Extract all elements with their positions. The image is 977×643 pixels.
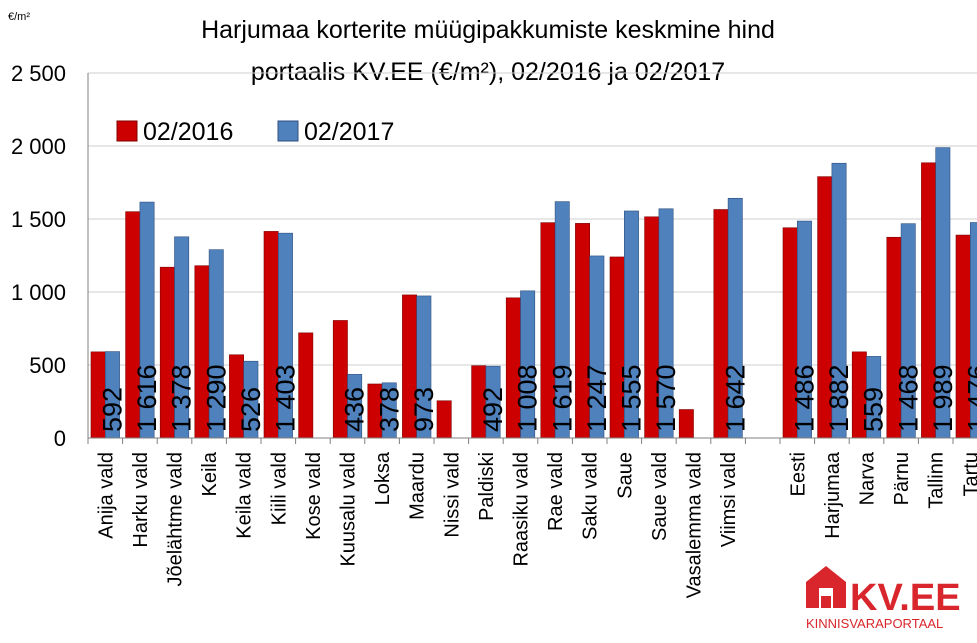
house-icon bbox=[806, 566, 846, 608]
x-label-loksa: Loksa bbox=[372, 451, 394, 505]
data-label-eesti: 1 486 bbox=[789, 364, 819, 432]
data-label-saku-vald: 1 247 bbox=[582, 364, 612, 432]
axes bbox=[87, 73, 977, 444]
data-label-harjumaa: 1 882 bbox=[824, 364, 854, 432]
logo-tagline: KINNISVARAPORTAAL bbox=[806, 616, 943, 631]
legend: 02/2016 02/2017 bbox=[116, 118, 394, 146]
data-label-keila: 1 290 bbox=[201, 364, 231, 432]
x-label-kose-vald: Kose vald bbox=[303, 452, 325, 540]
data-label-tartu: 1 476 bbox=[962, 364, 977, 432]
y-tick-label-1000: 1 000 bbox=[11, 280, 66, 305]
data-label-harku-vald: 1 616 bbox=[132, 364, 162, 432]
x-label-narva: Narva bbox=[857, 451, 879, 505]
x-tick-labels: Anija vald Harku vald Jõelähtme vald Keila K… bbox=[95, 451, 977, 598]
data-label-maardu: 973 bbox=[409, 387, 439, 432]
x-label-tartu: Tartu bbox=[960, 452, 977, 496]
x-label-anija-vald: Anija vald bbox=[95, 452, 117, 539]
y-tick-label-0: 0 bbox=[54, 426, 66, 451]
data-label-joelahtme-vald: 1 378 bbox=[167, 364, 197, 432]
x-label-kiili-vald: Kiili vald bbox=[268, 452, 290, 525]
data-label-kiili-vald: 1 403 bbox=[270, 364, 300, 432]
x-label-saku-vald: Saku vald bbox=[580, 452, 602, 540]
kvee-logo: KV.EE KINNISVARAPORTAAL bbox=[806, 566, 961, 631]
data-label-kuusalu-vald: 436 bbox=[340, 387, 370, 432]
legend-label-02-2017: 02/2017 bbox=[304, 118, 394, 146]
bars bbox=[90, 147, 977, 439]
x-label-joelahtme-vald: Jõelähtme vald bbox=[165, 452, 187, 587]
data-labels: 592 1 616 1 378 1 290 526 1 403 436 378 973 492 1 … bbox=[97, 364, 977, 432]
y-tick-label-500: 500 bbox=[29, 353, 66, 378]
data-label-rae-vald: 1 619 bbox=[547, 364, 577, 432]
logo-brand: KV.EE bbox=[850, 577, 961, 619]
x-label-tallinn: Tallinn bbox=[926, 452, 948, 509]
x-label-rae-vald: Rae vald bbox=[545, 452, 567, 531]
x-label-kuusalu-vald: Kuusalu vald bbox=[338, 452, 360, 567]
x-label-vasalemma-vald: Vasalemma vald bbox=[684, 452, 706, 598]
y-tick-label-2000: 2 000 bbox=[11, 134, 66, 159]
data-label-keila-vald: 526 bbox=[236, 387, 266, 432]
legend-swatch-02-2016 bbox=[116, 120, 138, 142]
data-label-paldiski: 492 bbox=[478, 387, 508, 432]
y-tick-labels: 0 500 1 000 1 500 2 000 2 500 bbox=[11, 61, 66, 451]
x-label-keila-vald: Keila vald bbox=[234, 452, 256, 539]
legend-label-02-2016: 02/2016 bbox=[143, 118, 233, 146]
x-label-viimsi-vald: Viimsi vald bbox=[718, 452, 740, 547]
data-label-saue: 1 555 bbox=[616, 364, 646, 432]
x-label-paldiski: Paldiski bbox=[476, 452, 498, 521]
unit-label: €/m² bbox=[8, 11, 30, 23]
x-label-saue-vald: Saue vald bbox=[649, 452, 671, 541]
chart-title-line-2: portaalis KV.EE (€/m²), 02/2016 ja 02/20… bbox=[251, 58, 725, 86]
x-label-eesti: Eesti bbox=[787, 452, 809, 496]
x-label-raasiku-vald: Raasiku vald bbox=[511, 452, 533, 567]
chart-title-line-1: Harjumaa korterite müügipakkumiste keskm… bbox=[201, 16, 775, 44]
data-label-loksa: 378 bbox=[374, 387, 404, 432]
data-label-anija-vald: 592 bbox=[97, 387, 127, 432]
y-tick-label-2500: 2 500 bbox=[11, 61, 66, 86]
data-label-narva: 559 bbox=[859, 387, 889, 432]
x-label-nissi-vald: Nissi vald bbox=[441, 452, 463, 538]
data-label-tallinn: 1 989 bbox=[928, 364, 958, 432]
bar-02-2016-nissi-vald bbox=[436, 400, 452, 439]
bar-02-2016-vasalemma-vald bbox=[678, 409, 694, 439]
x-label-maardu: Maardu bbox=[407, 452, 429, 520]
data-label-raasiku-vald: 1 008 bbox=[513, 364, 543, 432]
x-label-parnu: Pärnu bbox=[891, 452, 913, 505]
x-label-keila: Keila bbox=[199, 451, 221, 496]
x-label-harjumaa: Harjumaa bbox=[822, 451, 844, 539]
x-label-harku-vald: Harku vald bbox=[130, 452, 152, 548]
legend-swatch-02-2017 bbox=[277, 120, 299, 142]
y-tick-label-1500: 1 500 bbox=[11, 207, 66, 232]
x-label-saue: Saue bbox=[614, 452, 636, 499]
bar-02-2017-tartu bbox=[969, 222, 977, 439]
data-label-parnu: 1 468 bbox=[893, 364, 923, 432]
bar-02-2016-kose-vald bbox=[298, 332, 314, 439]
data-label-saue-vald: 1 570 bbox=[651, 364, 681, 432]
data-label-viimsi-vald: 1 642 bbox=[720, 364, 750, 432]
